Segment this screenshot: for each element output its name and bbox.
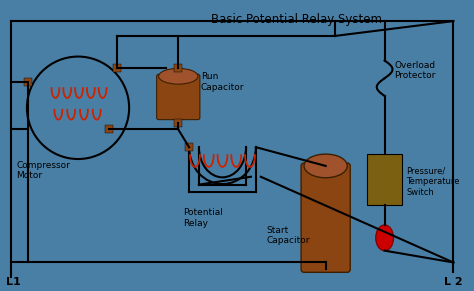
Text: Pressure/
Temperature
Switch: Pressure/ Temperature Switch [406,167,460,197]
Text: Start
Capacitor: Start Capacitor [267,226,310,245]
Text: Overload
Protector: Overload Protector [394,61,436,80]
Ellipse shape [376,225,393,251]
Text: L1: L1 [6,277,21,287]
Text: Potential
Relay: Potential Relay [183,208,223,228]
FancyBboxPatch shape [156,74,200,120]
Text: Basic Potential Relay System: Basic Potential Relay System [210,13,382,26]
Text: L 2: L 2 [444,277,462,287]
Text: Run
Capacitor: Run Capacitor [201,72,245,92]
Ellipse shape [159,68,198,84]
Ellipse shape [304,154,347,178]
FancyBboxPatch shape [301,163,350,272]
Text: Compressor
Motor: Compressor Motor [16,161,70,180]
Bar [367,154,402,205]
